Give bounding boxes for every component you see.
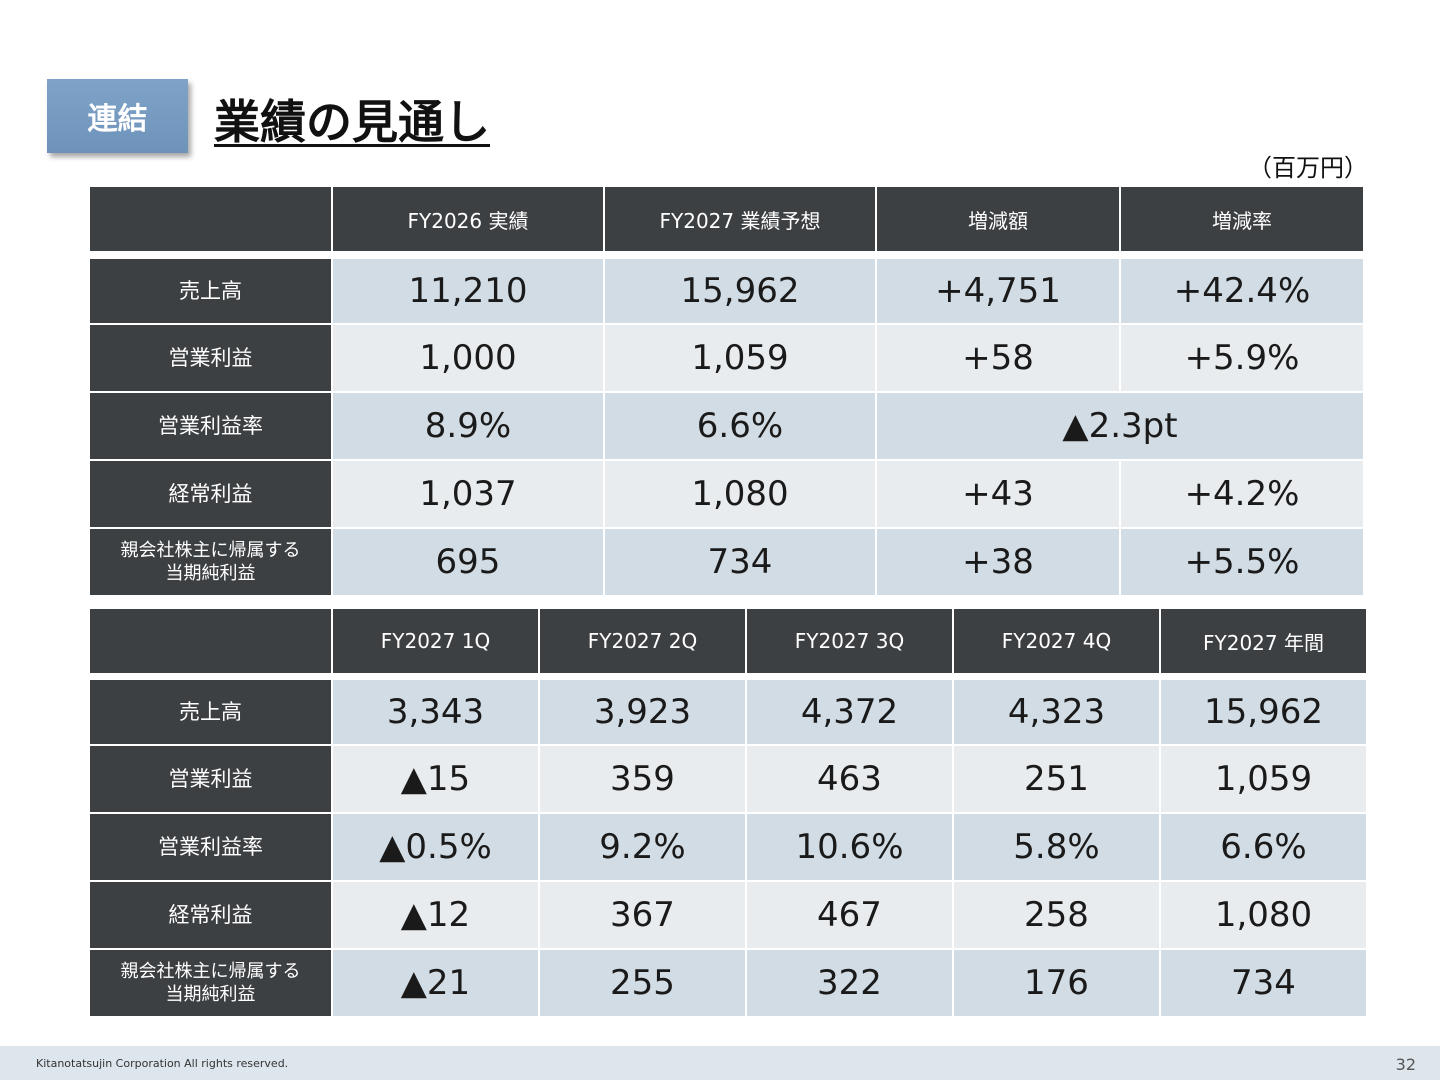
- table-row: 売上高 3,343 3,923 4,372 4,323 15,962: [90, 680, 1366, 744]
- row-label: 営業利益: [90, 325, 331, 391]
- row-label-line: 当期純利益: [165, 984, 256, 1005]
- row-label: 経常利益: [90, 882, 331, 948]
- value-cell: 15,962: [1161, 680, 1366, 744]
- value-cell: ▲12: [333, 882, 538, 948]
- value-cell: ▲21: [333, 950, 538, 1016]
- table-row: 親会社株主に帰属する 当期純利益 695 734 +38 +5.5%: [90, 529, 1363, 595]
- row-label-line: 親会社株主に帰属する: [120, 540, 301, 561]
- value-cell: 6.6%: [1161, 814, 1366, 880]
- row-label: 売上高: [90, 259, 331, 323]
- header-cell: FY2027 業績予想: [605, 187, 875, 251]
- value-cell: +4,751: [877, 259, 1119, 323]
- value-cell: ▲15: [333, 746, 538, 812]
- value-cell: 734: [1161, 950, 1366, 1016]
- value-cell: 359: [540, 746, 745, 812]
- value-cell: 695: [333, 529, 603, 595]
- value-cell: 734: [605, 529, 875, 595]
- row-label: 営業利益: [90, 746, 331, 812]
- consolidated-badge: 連結: [47, 79, 188, 153]
- value-cell: 9.2%: [540, 814, 745, 880]
- value-cell: 6.6%: [605, 393, 875, 459]
- header-cell: FY2027 2Q: [540, 609, 745, 673]
- page-number: 32: [1395, 1055, 1416, 1074]
- value-cell: 4,372: [747, 680, 952, 744]
- value-cell: ▲0.5%: [333, 814, 538, 880]
- row-label: 経常利益: [90, 461, 331, 527]
- unit-label: （百万円）: [1248, 154, 1368, 182]
- copyright-text: Kitanotatsujin Corporation All rights re…: [36, 1057, 289, 1070]
- header-cell: FY2027 年間: [1161, 609, 1366, 673]
- header-cell: FY2027 4Q: [954, 609, 1159, 673]
- table-row: 営業利益率 ▲0.5% 9.2% 10.6% 5.8% 6.6%: [90, 814, 1366, 880]
- value-cell: 1,059: [605, 325, 875, 391]
- value-cell: 467: [747, 882, 952, 948]
- value-cell: 15,962: [605, 259, 875, 323]
- value-cell: 11,210: [333, 259, 603, 323]
- value-cell: +4.2%: [1121, 461, 1363, 527]
- value-cell: 1,080: [1161, 882, 1366, 948]
- quarterly-table: FY2027 1Q FY2027 2Q FY2027 3Q FY2027 4Q …: [88, 607, 1368, 1018]
- forecast-table: FY2026 実績 FY2027 業績予想 増減額 増減率 売上高 11,210…: [88, 185, 1365, 597]
- row-label-line: 当期純利益: [165, 563, 256, 584]
- value-cell: 258: [954, 882, 1159, 948]
- value-cell: 176: [954, 950, 1159, 1016]
- value-cell: 4,323: [954, 680, 1159, 744]
- value-cell: 10.6%: [747, 814, 952, 880]
- value-cell: 8.9%: [333, 393, 603, 459]
- value-cell: 322: [747, 950, 952, 1016]
- table-row: 経常利益 1,037 1,080 +43 +4.2%: [90, 461, 1363, 527]
- value-cell-merged: ▲2.3pt: [877, 393, 1363, 459]
- value-cell: 367: [540, 882, 745, 948]
- value-cell: 251: [954, 746, 1159, 812]
- header-cell: [90, 187, 331, 251]
- row-label: 営業利益率: [90, 393, 331, 459]
- row-label: 親会社株主に帰属する 当期純利益: [90, 529, 331, 595]
- row-label: 親会社株主に帰属する 当期純利益: [90, 950, 331, 1016]
- table-row: 営業利益 ▲15 359 463 251 1,059: [90, 746, 1366, 812]
- table-row: 営業利益率 8.9% 6.6% ▲2.3pt: [90, 393, 1363, 459]
- table-row: 経常利益 ▲12 367 467 258 1,080: [90, 882, 1366, 948]
- value-cell: 3,923: [540, 680, 745, 744]
- table-row: 営業利益 1,000 1,059 +58 +5.9%: [90, 325, 1363, 391]
- header-cell: FY2026 実績: [333, 187, 603, 251]
- value-cell: 3,343: [333, 680, 538, 744]
- value-cell: +42.4%: [1121, 259, 1363, 323]
- value-cell: +58: [877, 325, 1119, 391]
- page-title: 業績の見通し: [214, 95, 490, 149]
- row-label: 営業利益率: [90, 814, 331, 880]
- value-cell: +5.5%: [1121, 529, 1363, 595]
- header-cell: FY2027 3Q: [747, 609, 952, 673]
- value-cell: 463: [747, 746, 952, 812]
- row-label-line: 親会社株主に帰属する: [120, 961, 301, 982]
- value-cell: 1,000: [333, 325, 603, 391]
- value-cell: +5.9%: [1121, 325, 1363, 391]
- value-cell: +38: [877, 529, 1119, 595]
- table-row: 親会社株主に帰属する 当期純利益 ▲21 255 322 176 734: [90, 950, 1366, 1016]
- header-cell: 増減額: [877, 187, 1119, 251]
- value-cell: +43: [877, 461, 1119, 527]
- table-row: 売上高 11,210 15,962 +4,751 +42.4%: [90, 259, 1363, 323]
- value-cell: 255: [540, 950, 745, 1016]
- row-label: 売上高: [90, 680, 331, 744]
- value-cell: 1,059: [1161, 746, 1366, 812]
- footer-bar: Kitanotatsujin Corporation All rights re…: [0, 1046, 1440, 1080]
- value-cell: 5.8%: [954, 814, 1159, 880]
- header-cell: 増減率: [1121, 187, 1363, 251]
- header-cell: FY2027 1Q: [333, 609, 538, 673]
- header-cell: [90, 609, 331, 673]
- value-cell: 1,080: [605, 461, 875, 527]
- value-cell: 1,037: [333, 461, 603, 527]
